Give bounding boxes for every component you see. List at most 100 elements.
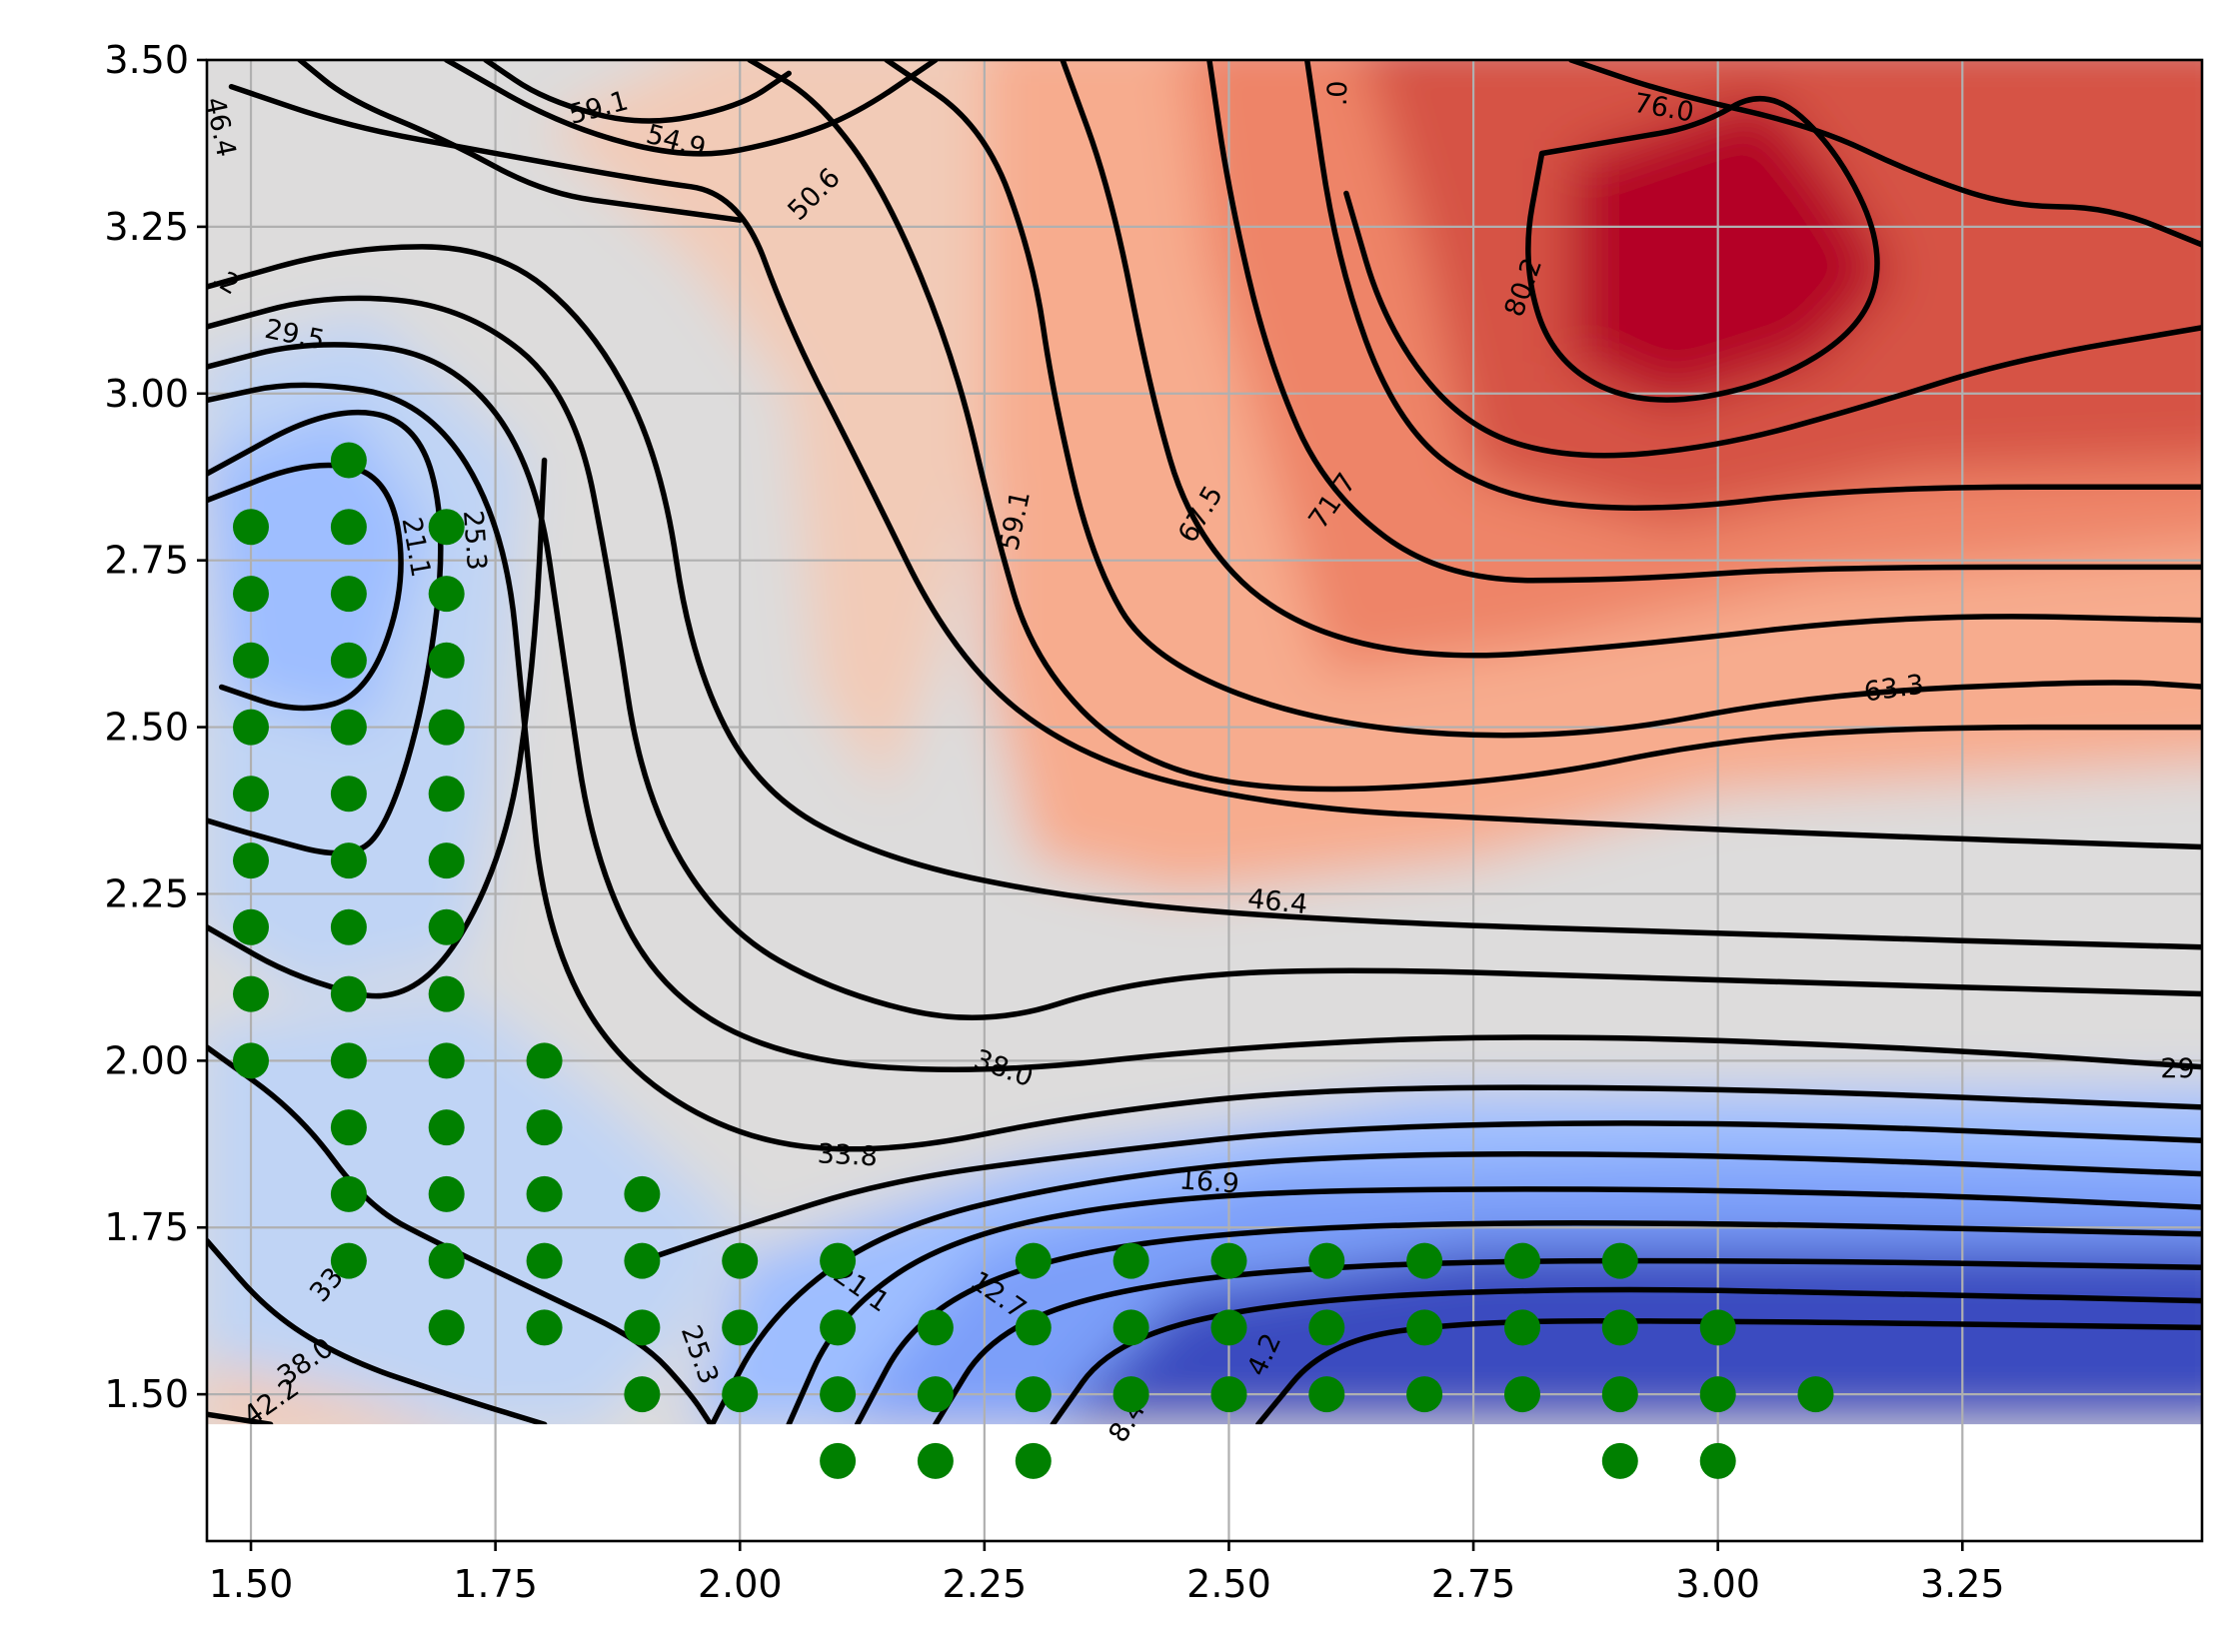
scatter-point bbox=[428, 509, 465, 546]
scatter-point bbox=[1601, 1242, 1638, 1279]
y-axis-ticks: 1.50 1.75 2.00 2.25 2.50 2.75 3.00 3.25 3.50 bbox=[104, 38, 207, 1416]
scatter-point bbox=[1797, 1376, 1834, 1413]
scatter-point bbox=[1504, 1376, 1540, 1413]
scatter-point bbox=[330, 509, 367, 546]
scatter-point bbox=[917, 1442, 954, 1479]
scatter-point bbox=[624, 1242, 661, 1279]
contour-line bbox=[884, 60, 2202, 739]
scatter-point bbox=[526, 1175, 563, 1212]
contour-line bbox=[207, 295, 2202, 1020]
contour-line bbox=[1050, 1286, 2202, 1425]
scatter-point bbox=[428, 975, 465, 1012]
y-tick-label: 3.00 bbox=[104, 372, 189, 416]
contour-line bbox=[1303, 60, 2202, 511]
contour-line bbox=[207, 382, 2202, 1152]
scatter-point bbox=[1601, 1442, 1638, 1479]
contour-line bbox=[228, 83, 2202, 850]
scatter-point bbox=[526, 1042, 563, 1079]
contour-label-text: 29 bbox=[2160, 1053, 2194, 1084]
scatter-point bbox=[1015, 1309, 1052, 1346]
scatter-point bbox=[330, 1175, 367, 1212]
scatter-point bbox=[624, 1376, 661, 1413]
y-tick-label: 3.25 bbox=[104, 205, 189, 249]
contour-label-text: 33.8 bbox=[817, 1138, 879, 1172]
x-tick-label: 3.00 bbox=[1675, 1562, 1760, 1606]
scatter-point bbox=[624, 1175, 661, 1212]
scatter-point bbox=[722, 1376, 759, 1413]
contour-line bbox=[933, 1257, 2202, 1425]
contour-line bbox=[1343, 190, 2202, 459]
contour-line bbox=[207, 1237, 548, 1425]
scatter-point bbox=[820, 1442, 857, 1479]
contour-label: 29 bbox=[2160, 1053, 2194, 1084]
scatter-point bbox=[1406, 1242, 1443, 1279]
field-region bbox=[1570, 93, 1894, 408]
scatter-point bbox=[428, 908, 465, 945]
scatter-point bbox=[330, 1242, 367, 1279]
scatter-point bbox=[428, 842, 465, 879]
filled-contour-field bbox=[207, 60, 2202, 1425]
scatter-point bbox=[1308, 1242, 1345, 1279]
scatter-point bbox=[1112, 1309, 1149, 1346]
y-tick-label: 2.75 bbox=[104, 539, 189, 583]
contour-line bbox=[1525, 96, 1880, 403]
y-tick-label: 2.25 bbox=[104, 871, 189, 915]
contour-line bbox=[709, 1151, 2202, 1425]
scatter-point bbox=[820, 1242, 857, 1279]
scatter-point bbox=[428, 1042, 465, 1079]
scatter-point bbox=[330, 1109, 367, 1146]
scatter-point bbox=[1699, 1442, 1736, 1479]
scatter-point bbox=[330, 709, 367, 746]
y-tick-label: 3.50 bbox=[104, 38, 189, 82]
contour-line bbox=[483, 60, 792, 124]
contour-line bbox=[297, 60, 743, 223]
scatter-point bbox=[233, 842, 269, 879]
scatter-point bbox=[330, 842, 367, 879]
y-tick-label: 2.00 bbox=[104, 1038, 189, 1082]
scatter-point bbox=[1504, 1242, 1540, 1279]
scatter-point bbox=[1699, 1376, 1736, 1413]
scatter-point bbox=[428, 642, 465, 679]
scatter-point bbox=[233, 642, 269, 679]
scatter-point bbox=[722, 1309, 759, 1346]
scatter-point bbox=[1504, 1309, 1540, 1346]
contour-line bbox=[747, 60, 2202, 793]
scatter-point bbox=[233, 1042, 269, 1079]
scatter-point bbox=[1406, 1309, 1443, 1346]
scatter-point bbox=[330, 442, 367, 479]
scatter-point bbox=[1210, 1242, 1247, 1279]
scatter-point bbox=[526, 1309, 563, 1346]
scatter-point bbox=[233, 709, 269, 746]
scatter-point bbox=[233, 908, 269, 945]
x-tick-label: 2.75 bbox=[1431, 1562, 1516, 1606]
contour-label-text: 46.4 bbox=[1246, 883, 1309, 920]
contour-lines bbox=[207, 60, 2202, 1425]
contour-label: 33.8 bbox=[817, 1138, 879, 1172]
contour-line bbox=[1206, 60, 2202, 584]
scatter-point bbox=[526, 1242, 563, 1279]
contour-label: 25.3 bbox=[457, 510, 492, 572]
scatter-point bbox=[1210, 1309, 1247, 1346]
contour-label: .0 bbox=[1322, 81, 1353, 107]
scatter-point bbox=[1308, 1376, 1345, 1413]
scatter-point bbox=[1210, 1376, 1247, 1413]
scatter-point bbox=[820, 1376, 857, 1413]
scatter-point bbox=[330, 1042, 367, 1079]
scatter-point bbox=[428, 1242, 465, 1279]
y-tick-label: 1.50 bbox=[104, 1372, 189, 1416]
scatter-point bbox=[1308, 1309, 1345, 1346]
scatter-point bbox=[330, 975, 367, 1012]
contour-label: 46.4 bbox=[1246, 883, 1309, 920]
scatter-point bbox=[820, 1309, 857, 1346]
contour-line bbox=[854, 1220, 2202, 1425]
scatter-point bbox=[233, 975, 269, 1012]
contour-label-text: .0 bbox=[1322, 81, 1353, 107]
x-tick-label: 1.50 bbox=[209, 1562, 294, 1606]
scatter-point bbox=[1015, 1376, 1052, 1413]
contour-line bbox=[443, 60, 939, 157]
scatter-point bbox=[722, 1242, 759, 1279]
scatter-point bbox=[1112, 1242, 1149, 1279]
x-tick-label: 3.25 bbox=[1920, 1562, 2005, 1606]
x-tick-label: 2.50 bbox=[1186, 1562, 1271, 1606]
